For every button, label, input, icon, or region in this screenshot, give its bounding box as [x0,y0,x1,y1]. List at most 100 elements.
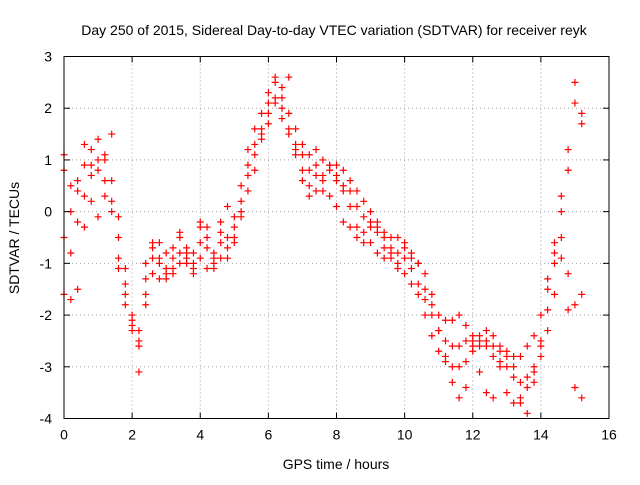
data-point [544,327,552,335]
data-point [462,383,470,391]
data-point [94,156,102,164]
data-point [278,84,286,92]
data-point [503,352,511,360]
data-point [489,352,497,360]
data-point [121,280,129,288]
data-point [176,249,184,257]
data-point [121,301,129,309]
data-point [244,171,252,179]
data-point [319,156,327,164]
data-point [571,383,579,391]
data-point [476,332,484,340]
data-points [60,73,586,417]
data-point [278,115,286,123]
data-point [339,166,347,174]
data-point [578,394,586,402]
data-point [305,151,313,159]
data-point [510,352,518,360]
data-point [74,177,82,185]
data-point [292,125,300,133]
data-point [544,306,552,314]
x-tick-label: 12 [465,427,481,443]
data-point [264,109,272,117]
data-point [155,259,163,267]
data-point [333,202,340,210]
data-point [169,265,177,273]
data-point [353,234,361,241]
data-point [414,280,422,288]
data-point [360,197,368,205]
data-point [115,234,122,241]
data-point [353,187,361,195]
data-point [101,192,109,200]
data-point [421,285,429,293]
data-point [360,228,368,236]
data-point [414,259,422,267]
data-point [557,192,565,200]
data-point [367,223,375,231]
data-point [346,223,354,231]
data-point [196,218,204,226]
data-point [67,249,75,257]
data-point [551,290,558,298]
data-point [189,249,197,257]
data-point [360,213,368,221]
data-point [489,342,497,350]
data-point [224,244,231,252]
data-point [142,259,150,267]
data-point [271,94,279,102]
x-tick-label: 10 [397,427,413,443]
data-point [224,254,231,262]
x-tick-label: 8 [333,427,341,443]
data-point [169,244,177,252]
data-point [516,378,524,386]
data-point [435,327,443,335]
data-point [578,109,586,117]
data-point [142,301,150,309]
data-point [224,234,231,241]
data-point [264,99,272,107]
data-point [455,311,463,319]
x-tick-label: 14 [533,427,549,443]
data-point [489,332,497,340]
data-point [448,378,456,386]
data-point [537,352,545,360]
data-point [94,213,102,221]
data-point [523,409,531,417]
data-point [67,296,75,304]
data-point [442,352,449,360]
data-point [557,234,565,241]
data-point [87,171,95,179]
data-point [271,73,279,81]
data-point [237,197,245,205]
data-point [121,290,129,298]
data-point [442,316,449,324]
data-point [162,249,170,257]
data-point [74,285,82,293]
data-point [305,192,313,200]
y-tick-label: -4 [40,411,53,427]
data-point [210,249,218,257]
data-point [510,399,518,407]
data-point [298,166,306,174]
data-point [401,239,409,247]
data-point [571,301,579,309]
data-point [203,265,211,273]
data-point [258,109,266,117]
x-axis-title: GPS time / hours [283,456,390,472]
data-point [155,275,163,283]
data-point [496,342,504,350]
data-point [80,161,88,169]
data-point [455,394,463,402]
data-point [298,177,306,185]
data-point [183,244,191,252]
data-point [333,161,340,169]
data-point [428,301,436,309]
data-point [230,213,238,221]
data-point [537,311,545,319]
data-point [67,182,75,190]
data-point [278,104,286,112]
data-point [346,187,354,195]
